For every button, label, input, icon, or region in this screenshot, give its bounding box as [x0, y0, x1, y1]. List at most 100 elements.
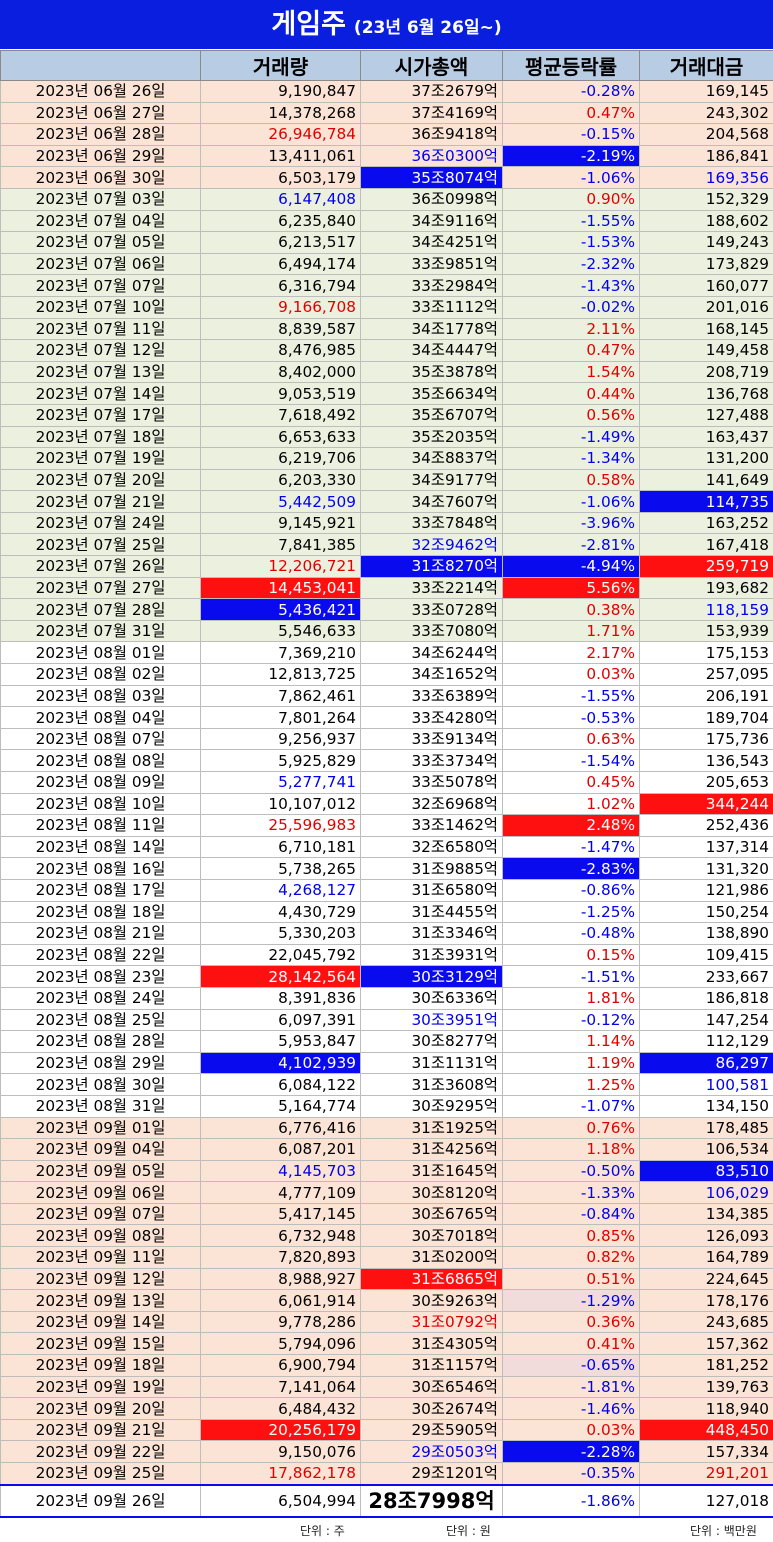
trade-amount-cell: 157,362	[640, 1333, 773, 1355]
trade-amount-cell: 153,939	[640, 620, 773, 642]
trade-amount-cell: 201,016	[640, 296, 773, 318]
date-cell: 2023년 07월 10일	[1, 296, 201, 318]
date-cell: 2023년 07월 12일	[1, 340, 201, 362]
volume-cell: 7,862,461	[201, 685, 361, 707]
trade-amount-cell: 175,153	[640, 642, 773, 664]
volume-cell: 12,813,725	[201, 664, 361, 686]
date-cell: 2023년 08월 16일	[1, 858, 201, 880]
avg-change-cell: 2.48%	[503, 815, 640, 837]
volume-cell: 10,107,012	[201, 793, 361, 815]
date-cell: 2023년 07월 11일	[1, 318, 201, 340]
trade-amount-cell: 178,485	[640, 1117, 773, 1139]
trade-amount-cell: 112,129	[640, 1031, 773, 1053]
volume-cell: 5,953,847	[201, 1031, 361, 1053]
volume-cell: 28,142,564	[201, 966, 361, 988]
avg-change-cell: 0.03%	[503, 1419, 640, 1441]
volume-cell: 6,900,794	[201, 1355, 361, 1377]
date-cell: 2023년 09월 14일	[1, 1311, 201, 1333]
market-cap-cell: 31조0792억	[361, 1311, 503, 1333]
avg-change-cell: 1.71%	[503, 620, 640, 642]
avg-change-cell: 0.82%	[503, 1247, 640, 1269]
market-cap-cell: 36조0300억	[361, 145, 503, 167]
avg-change-cell: 0.58%	[503, 469, 640, 491]
volume-cell: 6,732,948	[201, 1225, 361, 1247]
market-cap-cell: 30조9295억	[361, 1095, 503, 1117]
trade-amount-cell: 106,534	[640, 1139, 773, 1161]
volume-cell: 4,102,939	[201, 1052, 361, 1074]
volume-cell: 6,494,174	[201, 253, 361, 275]
avg-change-cell: 0.15%	[503, 944, 640, 966]
avg-change-cell: -2.81%	[503, 534, 640, 556]
avg-change-cell: -1.25%	[503, 901, 640, 923]
volume-cell: 6,061,914	[201, 1290, 361, 1312]
avg-change-cell: -0.35%	[503, 1463, 640, 1485]
trade-amount-cell: 259,719	[640, 556, 773, 578]
trade-amount-cell: 127,018	[640, 1485, 773, 1517]
avg-change-cell: -0.86%	[503, 879, 640, 901]
market-cap-cell: 29조5905억	[361, 1419, 503, 1441]
avg-change-cell: 0.90%	[503, 188, 640, 210]
avg-change-cell: -0.65%	[503, 1355, 640, 1377]
header-market-cap: 시가총액	[361, 51, 503, 81]
trade-amount-cell: 86,297	[640, 1052, 773, 1074]
title-bar: 게임주(23년 6월 26일~)	[0, 0, 773, 50]
market-cap-cell: 33조9851억	[361, 253, 503, 275]
date-cell: 2023년 07월 06일	[1, 253, 201, 275]
avg-change-cell: 0.36%	[503, 1311, 640, 1333]
market-cap-cell: 29조1201억	[361, 1463, 503, 1485]
trade-amount-cell: 344,244	[640, 793, 773, 815]
volume-cell: 26,946,784	[201, 124, 361, 146]
trade-amount-cell: 118,159	[640, 599, 773, 621]
date-cell: 2023년 08월 03일	[1, 685, 201, 707]
date-cell: 2023년 09월 26일	[1, 1485, 201, 1517]
market-cap-cell: 33조7848억	[361, 512, 503, 534]
trade-amount-cell: 134,385	[640, 1203, 773, 1225]
trade-amount-cell: 167,418	[640, 534, 773, 556]
market-cap-cell: 34조9177억	[361, 469, 503, 491]
table-subtitle: (23년 6월 26일~)	[354, 18, 502, 38]
date-cell: 2023년 09월 08일	[1, 1225, 201, 1247]
date-cell: 2023년 06월 27일	[1, 102, 201, 124]
trade-amount-cell: 160,077	[640, 275, 773, 297]
volume-cell: 9,256,937	[201, 728, 361, 750]
volume-cell: 9,145,921	[201, 512, 361, 534]
market-cap-cell: 31조0200억	[361, 1247, 503, 1269]
market-cap-cell: 35조2035억	[361, 426, 503, 448]
market-cap-cell: 30조3951억	[361, 1009, 503, 1031]
trade-amount-cell: 163,437	[640, 426, 773, 448]
market-cap-cell: 31조4305억	[361, 1333, 503, 1355]
avg-change-cell: 0.63%	[503, 728, 640, 750]
market-cap-cell: 30조3129억	[361, 966, 503, 988]
volume-cell: 7,801,264	[201, 707, 361, 729]
market-cap-cell: 33조0728억	[361, 599, 503, 621]
trade-amount-cell: 208,719	[640, 361, 773, 383]
avg-change-cell: -0.12%	[503, 1009, 640, 1031]
market-cap-cell: 34조4447억	[361, 340, 503, 362]
market-cap-cell: 29조0503억	[361, 1441, 503, 1463]
trade-amount-cell: 181,252	[640, 1355, 773, 1377]
volume-cell: 4,268,127	[201, 879, 361, 901]
market-cap-cell: 31조1645억	[361, 1160, 503, 1182]
volume-cell: 8,402,000	[201, 361, 361, 383]
table-header: 거래량 시가총액 평균등락률 거래대금	[1, 51, 773, 81]
volume-cell: 6,087,201	[201, 1139, 361, 1161]
market-cap-cell: 33조2984억	[361, 275, 503, 297]
volume-cell: 6,316,794	[201, 275, 361, 297]
date-cell: 2023년 07월 04일	[1, 210, 201, 232]
